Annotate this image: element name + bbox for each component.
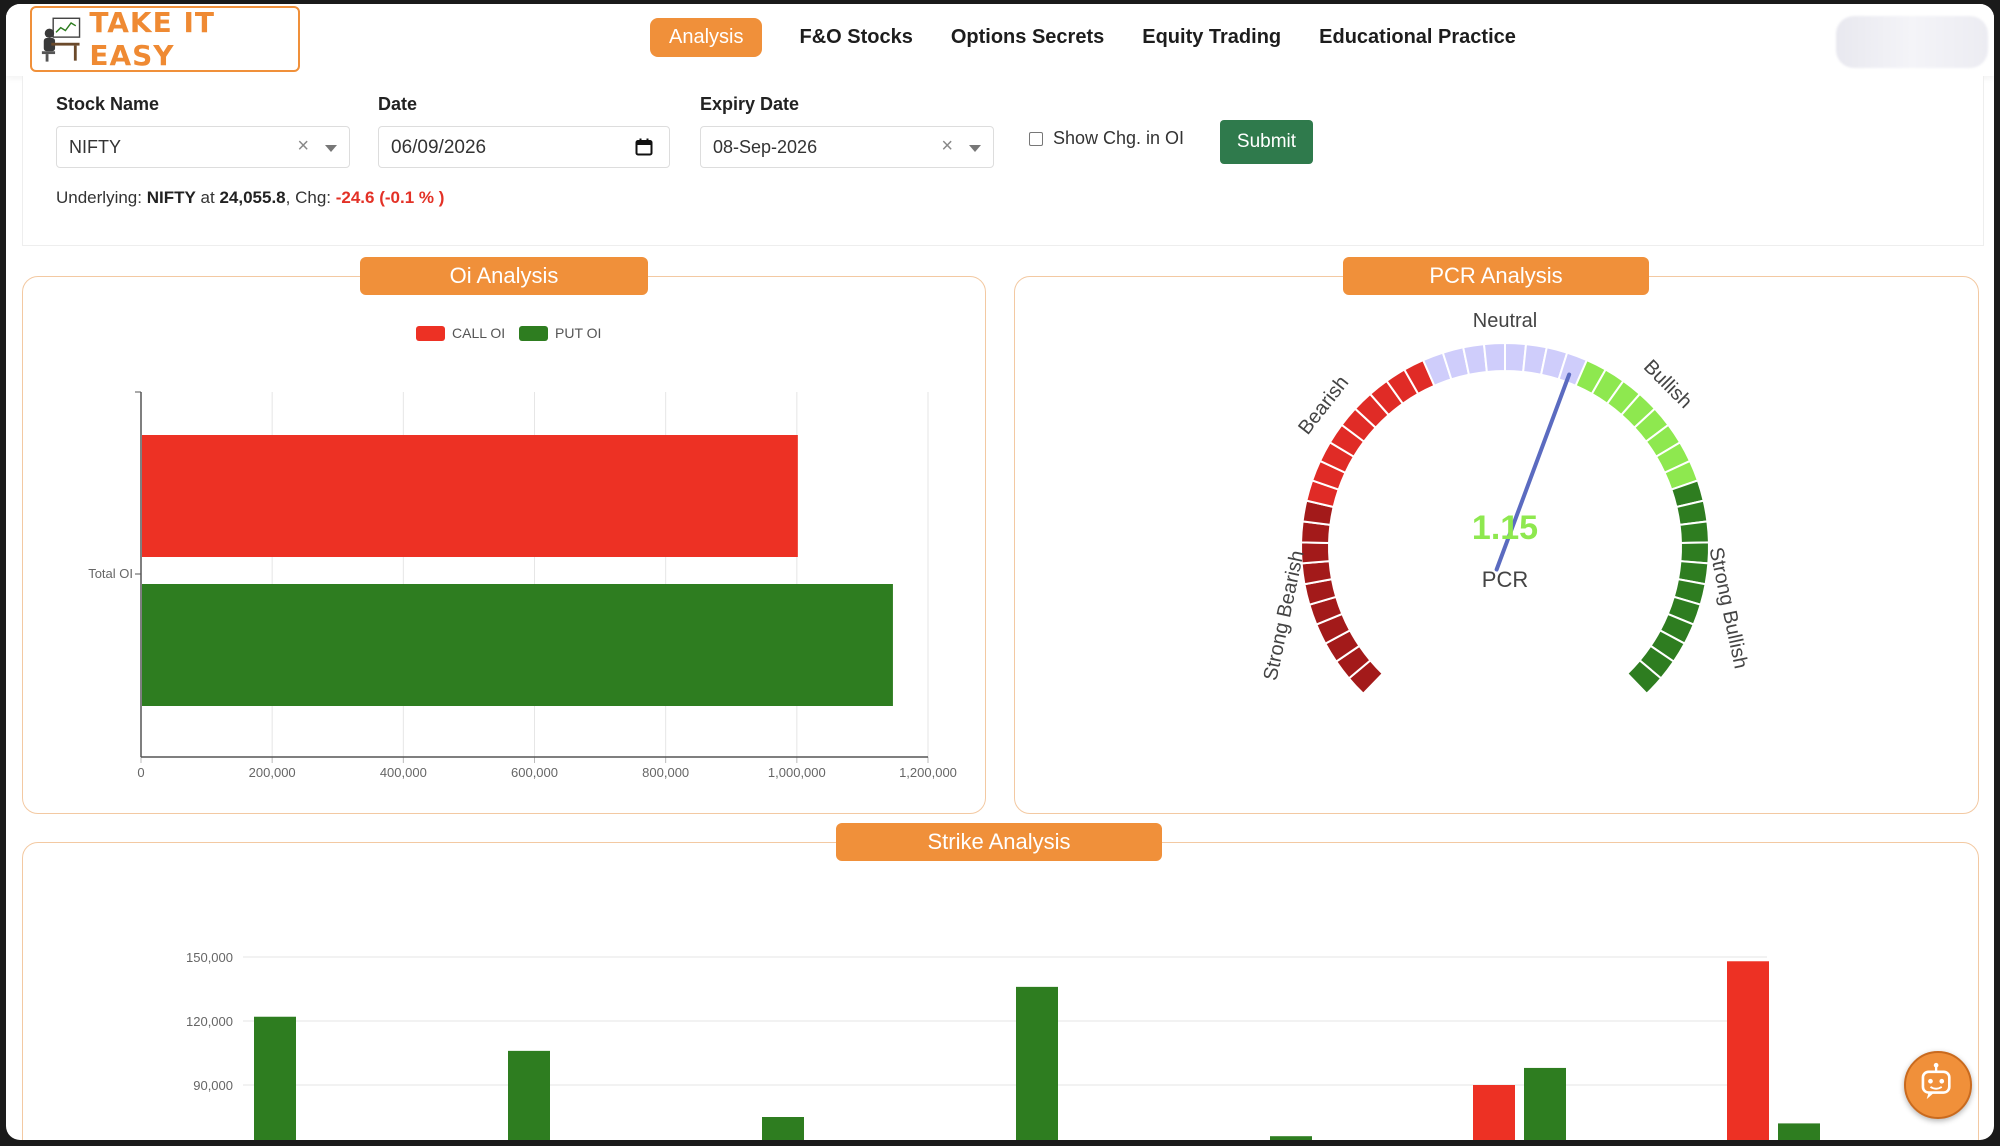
legend-swatch xyxy=(519,326,548,341)
gauge-segment xyxy=(1482,341,1506,374)
y-category-label: Total OI xyxy=(88,566,133,581)
bar-put-oi xyxy=(142,584,893,706)
strike-put-bar xyxy=(254,1016,296,1140)
submit-button[interactable]: Submit xyxy=(1220,120,1313,164)
show-chg-oi-label: Show Chg. in OI xyxy=(1053,128,1185,148)
x-tick-label: 200,000 xyxy=(249,765,296,780)
legend-swatch xyxy=(416,326,445,341)
oi-analysis-card: 0 200,000 400,000 600,000 800,000 1,000,000 1,… xyxy=(22,276,986,814)
y-tick-label: 150,000 xyxy=(186,950,233,965)
nav-fo-stocks[interactable]: F&O Stocks xyxy=(799,26,913,48)
date-value: 06/09/2026 xyxy=(391,137,487,158)
chevron-down-icon[interactable] xyxy=(969,145,981,152)
expiry-date-select[interactable]: 08-Sep-2026 × xyxy=(700,126,994,168)
gauge-segment xyxy=(1678,520,1710,545)
brand-logo[interactable]: TAKE IT EASY xyxy=(30,6,300,72)
expiry-date-value: 08-Sep-2026 xyxy=(713,137,818,157)
strike-put-bar xyxy=(1016,986,1058,1140)
pcr-value-label: PCR xyxy=(1482,567,1528,592)
pcr-value: 1.15 xyxy=(1472,509,1538,547)
calendar-icon[interactable] xyxy=(635,138,653,156)
strike-put-bar xyxy=(508,1050,550,1140)
x-tick-label: 800,000 xyxy=(642,765,689,780)
user-profile-avatar[interactable] xyxy=(1836,16,1988,68)
show-chg-oi-option[interactable]: Show Chg. in OI xyxy=(1029,128,1184,149)
strike-put-bar xyxy=(1270,1136,1312,1140)
strike-put-bar xyxy=(762,1117,804,1140)
y-tick-label: 120,000 xyxy=(186,1014,233,1029)
strike-put-bar xyxy=(1524,1067,1566,1140)
x-tick-label: 1,000,000 xyxy=(768,765,826,780)
underlying-price: 24,055.8 xyxy=(219,188,286,207)
stock-name-select[interactable]: NIFTY × xyxy=(56,126,350,168)
nav-equity-trading[interactable]: Equity Trading xyxy=(1142,26,1282,48)
y-tick-label: 90,000 xyxy=(193,1078,233,1093)
main-nav: Analysis F&O Stocks Options Secrets Equi… xyxy=(650,18,1535,57)
oi-bar-chart: 0 200,000 400,000 600,000 800,000 1,000,000 1,… xyxy=(88,325,957,780)
chatbot-button[interactable] xyxy=(1904,1051,1972,1119)
clear-expiry-icon[interactable]: × xyxy=(941,135,953,157)
strike-call-bar xyxy=(1473,1085,1515,1140)
gauge-zone-label: Neutral xyxy=(1473,310,1537,332)
x-tick-label: 600,000 xyxy=(511,765,558,780)
chatbot-icon xyxy=(1921,1062,1951,1100)
clear-stock-icon[interactable]: × xyxy=(297,135,309,157)
underlying-info: Underlying: NIFTY at 24,055.8, Chg: -24.… xyxy=(56,188,444,208)
stock-name-value: NIFTY xyxy=(69,137,121,157)
strike-bar-chart: 150,000 120,000 90,000 xyxy=(186,950,1820,1140)
underlying-change: -24.6 (-0.1 % ) xyxy=(335,188,445,207)
app-window: TAKE IT EASY Analysis F&O Stocks Options… xyxy=(6,4,1994,1140)
date-input[interactable]: 06/09/2026 xyxy=(378,126,670,168)
gauge-segment xyxy=(1679,541,1710,565)
underlying-prefix: Underlying: xyxy=(56,188,147,207)
expiry-date-label: Expiry Date xyxy=(700,94,800,114)
underlying-symbol: NIFTY xyxy=(146,188,196,207)
gauge-needle xyxy=(1494,372,1572,572)
legend-label: CALL OI xyxy=(452,325,505,341)
underlying-at: at xyxy=(195,188,220,207)
chevron-down-icon[interactable] xyxy=(325,145,337,152)
brand-name: TAKE IT EASY xyxy=(89,6,215,72)
stock-name-label: Stock Name xyxy=(56,94,160,114)
legend-label: PUT OI xyxy=(555,325,601,341)
gauge-zone-label: Strong Bullish xyxy=(1705,545,1752,670)
bar-call-oi xyxy=(142,435,798,557)
pcr-gauge: Strong BearishBearishNeutralBullishStron… xyxy=(1260,310,1752,696)
x-tick-label: 1,200,000 xyxy=(899,765,957,780)
pcr-analysis-title: PCR Analysis xyxy=(1343,257,1649,295)
trader-desk-icon xyxy=(41,17,81,62)
pcr-analysis-card: Strong Bearish Bearish Neutral Bullish Stron… xyxy=(1014,276,1979,814)
strike-put-bar xyxy=(1778,1123,1820,1140)
strike-call-bar xyxy=(1727,961,1769,1140)
gauge-zone-label: Strong Bearish xyxy=(1260,549,1309,683)
nav-analysis[interactable]: Analysis xyxy=(650,18,763,57)
nav-educational-practice[interactable]: Educational Practice xyxy=(1319,26,1516,48)
gauge-segment xyxy=(1625,658,1663,696)
strike-analysis-card: 150,000 120,000 90,000 xyxy=(22,842,1979,1140)
underlying-chg-prefix: , Chg: xyxy=(285,188,336,207)
show-chg-oi-checkbox[interactable] xyxy=(1029,131,1043,146)
x-tick-label: 400,000 xyxy=(380,765,427,780)
date-label: Date xyxy=(378,94,418,114)
oi-analysis-title: Oi Analysis xyxy=(360,257,648,295)
nav-options-secrets[interactable]: Options Secrets xyxy=(950,26,1105,48)
strike-analysis-title: Strike Analysis xyxy=(836,823,1162,861)
x-tick-label: 0 xyxy=(137,765,144,780)
filter-form: Stock Name NIFTY × Date 06/09/2026 Expir… xyxy=(22,76,1984,246)
top-header: TAKE IT EASY Analysis F&O Stocks Options… xyxy=(6,4,1994,76)
